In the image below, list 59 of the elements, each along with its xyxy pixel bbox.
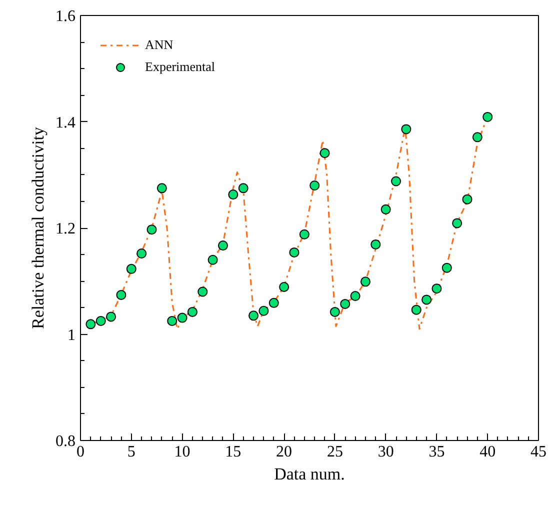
point (360, 276, 370, 287)
point (350, 291, 360, 301)
y-tick-label: 0.8 (56, 433, 76, 450)
legend-label: ANN (145, 37, 174, 53)
y-axis-title: Relative thermal conductivity (28, 126, 48, 330)
x-tick-label: 40 (480, 444, 496, 460)
x-tick-label: 30 (378, 444, 394, 460)
y-tick-label: 1.2 (56, 220, 76, 238)
point (156, 183, 167, 194)
point (482, 112, 493, 122)
point (258, 306, 269, 316)
y-tick-label: 1 (68, 326, 76, 344)
x-tick-label: 25 (326, 444, 343, 460)
point (340, 298, 350, 309)
x-tick-label: 0 (76, 444, 84, 460)
point (299, 229, 310, 240)
x-tick-label: 20 (276, 444, 292, 460)
point (177, 312, 188, 323)
point (136, 248, 147, 258)
point (248, 310, 259, 321)
point (279, 282, 290, 292)
point (289, 247, 300, 258)
point (228, 190, 238, 200)
point (330, 306, 340, 317)
point (310, 180, 320, 190)
point (472, 132, 482, 142)
point (167, 316, 178, 326)
point (380, 204, 391, 214)
point (187, 306, 198, 317)
point (401, 124, 412, 134)
point (96, 316, 106, 326)
x-tick-label: 35 (428, 444, 445, 460)
point (432, 284, 442, 294)
point (452, 218, 462, 228)
point (320, 148, 330, 158)
point (86, 319, 96, 330)
legend-label: Experimental (145, 59, 216, 75)
point (422, 294, 432, 305)
point (126, 264, 136, 274)
x-tick-label: 45 (530, 444, 546, 460)
point (411, 304, 422, 315)
y-tick-label: 1.4 (56, 114, 76, 132)
x-tick-label: 10 (174, 444, 190, 460)
point (198, 286, 208, 297)
y-tick-label: 1.6 (56, 8, 76, 25)
point (218, 240, 228, 251)
point (208, 254, 218, 265)
x-axis-title: Data num. (274, 464, 345, 484)
point (462, 194, 472, 204)
point (391, 176, 402, 186)
point (238, 183, 248, 194)
point (116, 290, 126, 300)
point (146, 224, 157, 235)
point (268, 298, 279, 308)
point (370, 239, 381, 250)
point (442, 262, 452, 273)
point (106, 312, 116, 322)
x-tick-label: 15 (225, 444, 242, 460)
x-tick-label: 5 (127, 444, 136, 460)
